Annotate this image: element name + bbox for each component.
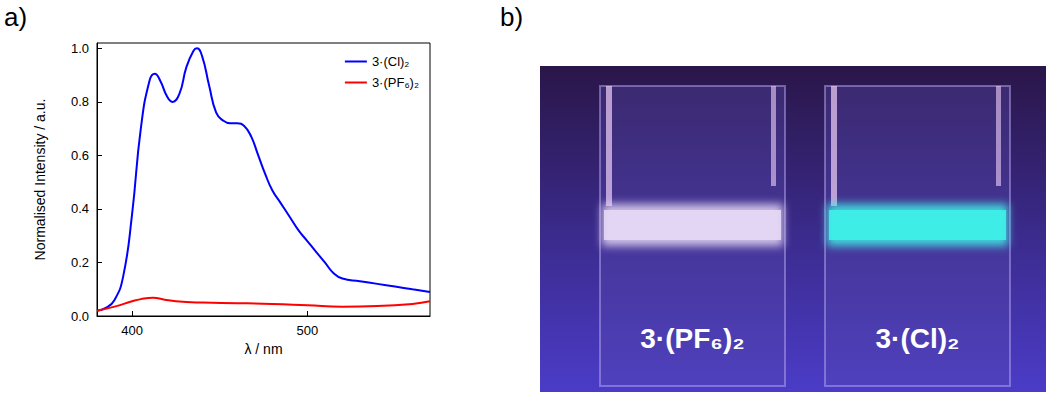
svg-text:1.0: 1.0 (71, 41, 89, 56)
svg-text:3·(Cl)₂: 3·(Cl)₂ (372, 54, 410, 69)
svg-text:0.4: 0.4 (71, 201, 89, 216)
svg-text:400: 400 (121, 323, 143, 338)
html-text:b): b) (500, 2, 524, 32)
svg-text:3·(Cl)₂: 3·(Cl)₂ (876, 323, 960, 354)
html-text:a): a) (4, 2, 28, 32)
svg-text:λ / nm: λ / nm (244, 341, 282, 357)
svg-text:0.8: 0.8 (71, 94, 89, 109)
svg-text:Normalised Intensity / a.u.: Normalised Intensity / a.u. (32, 99, 48, 261)
svg-text:0.2: 0.2 (71, 255, 89, 270)
svg-text:0.0: 0.0 (71, 309, 89, 324)
svg-text:3·(PF₆)₂: 3·(PF₆)₂ (372, 75, 419, 90)
svg-text:3·(PF₆)₂: 3·(PF₆)₂ (640, 323, 744, 354)
svg-text:0.6: 0.6 (71, 148, 89, 163)
svg-text:500: 500 (296, 323, 318, 338)
